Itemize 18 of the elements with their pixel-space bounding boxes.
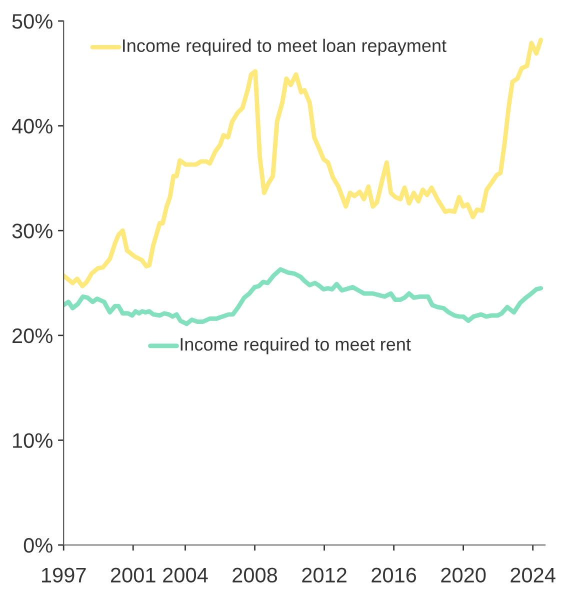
x-tick-label: 2008 bbox=[232, 568, 278, 583]
y-tick-label: 20% bbox=[12, 328, 52, 344]
x-tick-label: 2001 bbox=[110, 568, 156, 583]
y-tick-label: 50% bbox=[12, 14, 52, 29]
legend-label: Income required to meet rent bbox=[180, 337, 411, 354]
x-tick-label: 2012 bbox=[302, 568, 346, 583]
y-tick-label: 10% bbox=[13, 433, 52, 448]
y-tick-label: 30% bbox=[12, 224, 52, 238]
legend-label: Income required to meet loan repayment bbox=[123, 38, 446, 56]
y-tick-label: 0% bbox=[24, 538, 52, 553]
x-tick-label: 2004 bbox=[163, 568, 208, 583]
x-tick-label: 2016 bbox=[372, 568, 416, 583]
x-tick-label: 1997 bbox=[42, 568, 86, 583]
y-tick-label: 40% bbox=[12, 118, 52, 134]
x-tick-label: 2020 bbox=[441, 568, 486, 583]
line-series bbox=[64, 38, 544, 288]
x-tick-label: 2024 bbox=[510, 568, 556, 583]
line-series bbox=[64, 267, 544, 326]
